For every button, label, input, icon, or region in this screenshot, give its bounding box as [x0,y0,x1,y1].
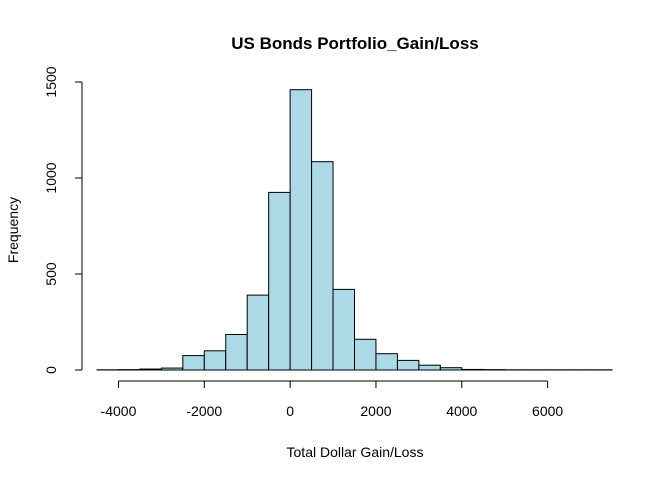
chart-title: US Bonds Portfolio_Gain/Loss [231,34,478,53]
histogram-bar [203,350,227,371]
histogram-bar [160,367,184,371]
histogram-bar [461,368,484,371]
x-tick-label: 6000 [532,403,563,419]
histogram-bar [289,89,313,371]
y-axis-label: Frequency [5,197,21,263]
histogram-bar [439,367,463,371]
y-axis: 0 500 1000 1500 [43,66,83,374]
x-tick-label: 2000 [360,403,391,419]
bars-group [96,89,613,371]
x-tick-label: 0 [286,403,294,419]
x-tick-label: -4000 [101,403,137,419]
histogram-bar [396,359,420,371]
histogram-bar [139,368,162,371]
histogram-bar [418,364,441,371]
y-tick-label: 1000 [43,162,59,193]
histogram-bar [182,355,205,371]
histogram-bar [332,288,355,371]
histogram-bar [375,353,398,371]
y-tick-label: 1500 [43,66,59,97]
histogram-bar [354,338,377,371]
x-axis: -4000 -2000 0 2000 4000 6000 [101,380,563,419]
histogram-bar [246,294,270,371]
x-axis-label: Total Dollar Gain/Loss [287,444,424,460]
y-tick-label: 500 [43,262,59,286]
y-tick-label: 0 [43,366,59,374]
x-tick-label: 4000 [446,403,477,419]
histogram-bar [268,191,291,371]
histogram-bar [311,161,334,371]
x-tick-label: -2000 [186,403,222,419]
histogram-bar [225,333,248,371]
